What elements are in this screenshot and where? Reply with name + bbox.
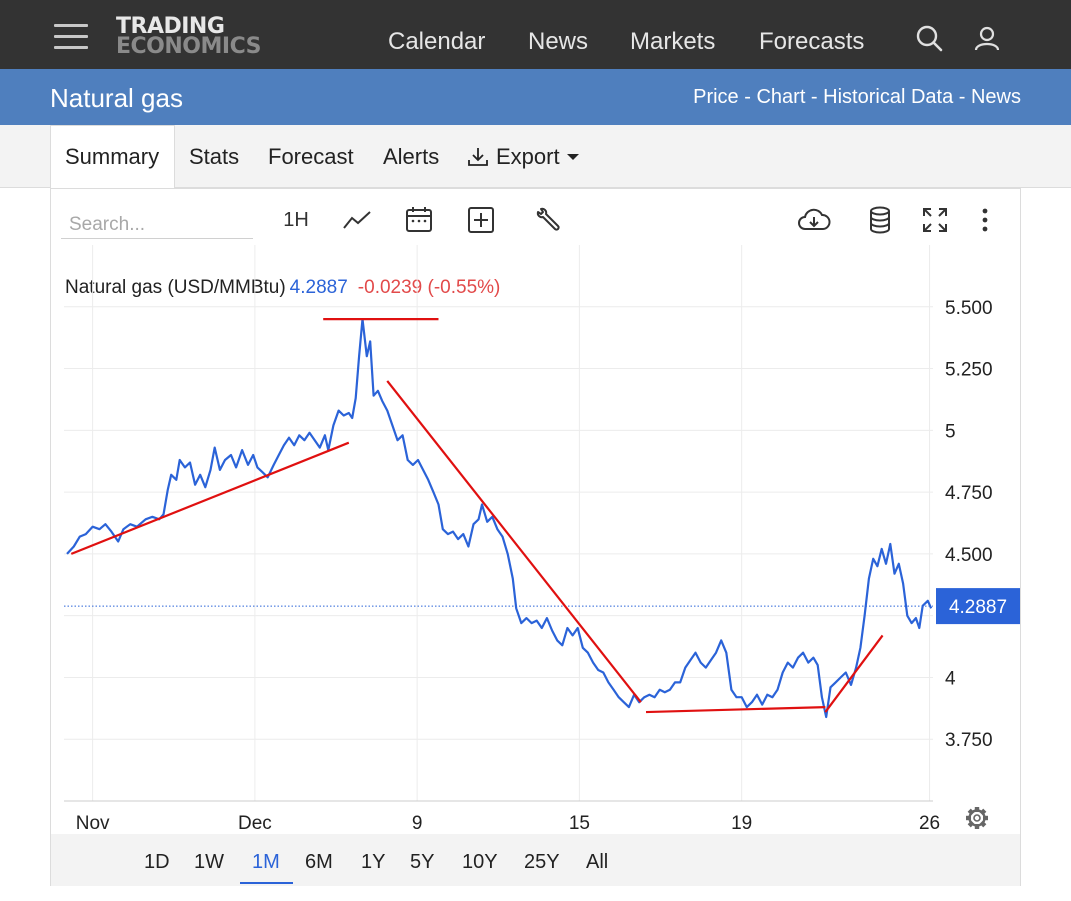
price-tag (936, 588, 1020, 625)
x-tick-label: 19 (731, 813, 752, 834)
chart-legend: Natural gas (USD/MMBtu) 4.2887 -0.0239 (-0… (65, 277, 500, 299)
x-tick-label: 15 (569, 813, 590, 834)
interval-label: 1H (283, 208, 309, 231)
nav-markets[interactable]: Markets (630, 28, 716, 55)
wrench-icon[interactable] (531, 203, 563, 237)
tab-active-background (50, 125, 175, 189)
tab-alerts[interactable]: Alerts (383, 144, 440, 169)
price-series-line (66, 318, 933, 719)
logo-line1: TRADING (116, 14, 225, 39)
legend-value: 4.2887 (289, 277, 348, 298)
link-price[interactable]: Price (693, 86, 739, 108)
price-tag-label: 4.2887 (949, 597, 1007, 618)
title-bar: Natural gas Price - Chart - Historical D… (0, 69, 1071, 125)
trendline-annotation (386, 380, 642, 703)
y-tick-label: 4.750 (945, 483, 993, 504)
period-6m[interactable]: 6M (305, 851, 333, 873)
menu-icon[interactable] (54, 24, 88, 50)
period-1d[interactable]: 1D (144, 851, 170, 873)
period-1m[interactable]: 1M (252, 851, 280, 873)
period-5y[interactable]: 5Y (410, 851, 435, 873)
link-news[interactable]: News (970, 86, 1021, 108)
period-25y[interactable]: 25Y (524, 851, 560, 873)
database-icon[interactable] (865, 203, 895, 237)
download-icon (468, 148, 488, 166)
tab-row: Summary Stats Forecast Alerts Export (0, 125, 1071, 189)
chart-type-icon[interactable] (341, 203, 373, 237)
tab-summary[interactable]: Summary (65, 144, 160, 169)
y-tick-label: 4.500 (945, 545, 993, 566)
tab-stats[interactable]: Stats (189, 144, 240, 169)
trendline-annotation (70, 441, 350, 555)
top-navbar: TRADING ECONOMICS Calendar News Markets … (0, 0, 1071, 69)
gear-hub (973, 814, 981, 822)
fullscreen-icon[interactable] (919, 203, 951, 237)
search-icon[interactable] (914, 24, 944, 54)
nav-forecasts[interactable]: Forecasts (759, 28, 865, 55)
legend-series-name: Natural gas (USD/MMBtu) (65, 277, 286, 298)
logo-line2: ECONOMICS (116, 34, 261, 59)
tab-export[interactable]: Export (466, 144, 580, 170)
page-title: Natural gas (50, 83, 183, 113)
calendar-icon[interactable] (403, 203, 435, 237)
trendline-annotation (645, 705, 826, 714)
nav-calendar[interactable]: Calendar (388, 28, 486, 55)
price-chart[interactable]: 5.500 5.250 5 4.750 4.500 4 3.750 Nov Dec 9 15 19 26… (51, 189, 1020, 834)
gear-ring (968, 809, 986, 827)
y-tick-label: 5.250 (945, 360, 993, 381)
settings-gear-icon[interactable] (966, 807, 988, 829)
period-selector: 1D 1W 1M 6M 1Y 5Y 10Y 25Y All (51, 834, 1020, 886)
x-tick-label: Dec (238, 813, 272, 834)
x-tick-label: 9 (412, 813, 423, 834)
x-tick-label: 26 (919, 813, 940, 834)
y-tick-label: 5.500 (945, 298, 993, 319)
legend-change: -0.0239 (-0.55%) (357, 277, 501, 298)
caret-down-icon (566, 154, 579, 160)
interval-selector[interactable]: 1H (281, 203, 311, 237)
section-links: Price - Chart - Historical Data - News (693, 86, 1021, 109)
period-10y[interactable]: 10Y (462, 851, 498, 873)
period-all[interactable]: All (586, 851, 609, 873)
trendline-annotation (824, 634, 884, 713)
period-1w[interactable]: 1W (194, 851, 224, 873)
user-icon[interactable] (972, 24, 1002, 54)
add-indicator-icon[interactable] (465, 203, 497, 237)
link-chart[interactable]: Chart (756, 86, 806, 108)
y-tick-label: 3.750 (945, 730, 993, 751)
link-separator: - (805, 86, 824, 108)
tab-forecast[interactable]: Forecast (268, 144, 354, 169)
link-separator: - (953, 86, 971, 108)
nav-news[interactable]: News (528, 28, 589, 55)
y-tick-label: 4 (945, 668, 956, 689)
symbol-search-input[interactable] (61, 211, 253, 239)
x-tick-label: Nov (76, 813, 110, 834)
period-1y[interactable]: 1Y (361, 851, 386, 873)
cloud-download-icon[interactable] (797, 203, 831, 237)
tab-export-label: Export (496, 144, 560, 169)
y-tick-label: 5 (945, 421, 956, 442)
link-separator: - (738, 86, 757, 108)
logo[interactable]: TRADING ECONOMICS (116, 16, 261, 58)
chart-card: 1H Natural gas (USD/MMBtu)4.2887-0.0239 … (50, 188, 1021, 886)
period-active-indicator (240, 882, 293, 884)
more-options-icon[interactable] (975, 203, 995, 237)
link-historical-data[interactable]: Historical Data (823, 86, 954, 108)
